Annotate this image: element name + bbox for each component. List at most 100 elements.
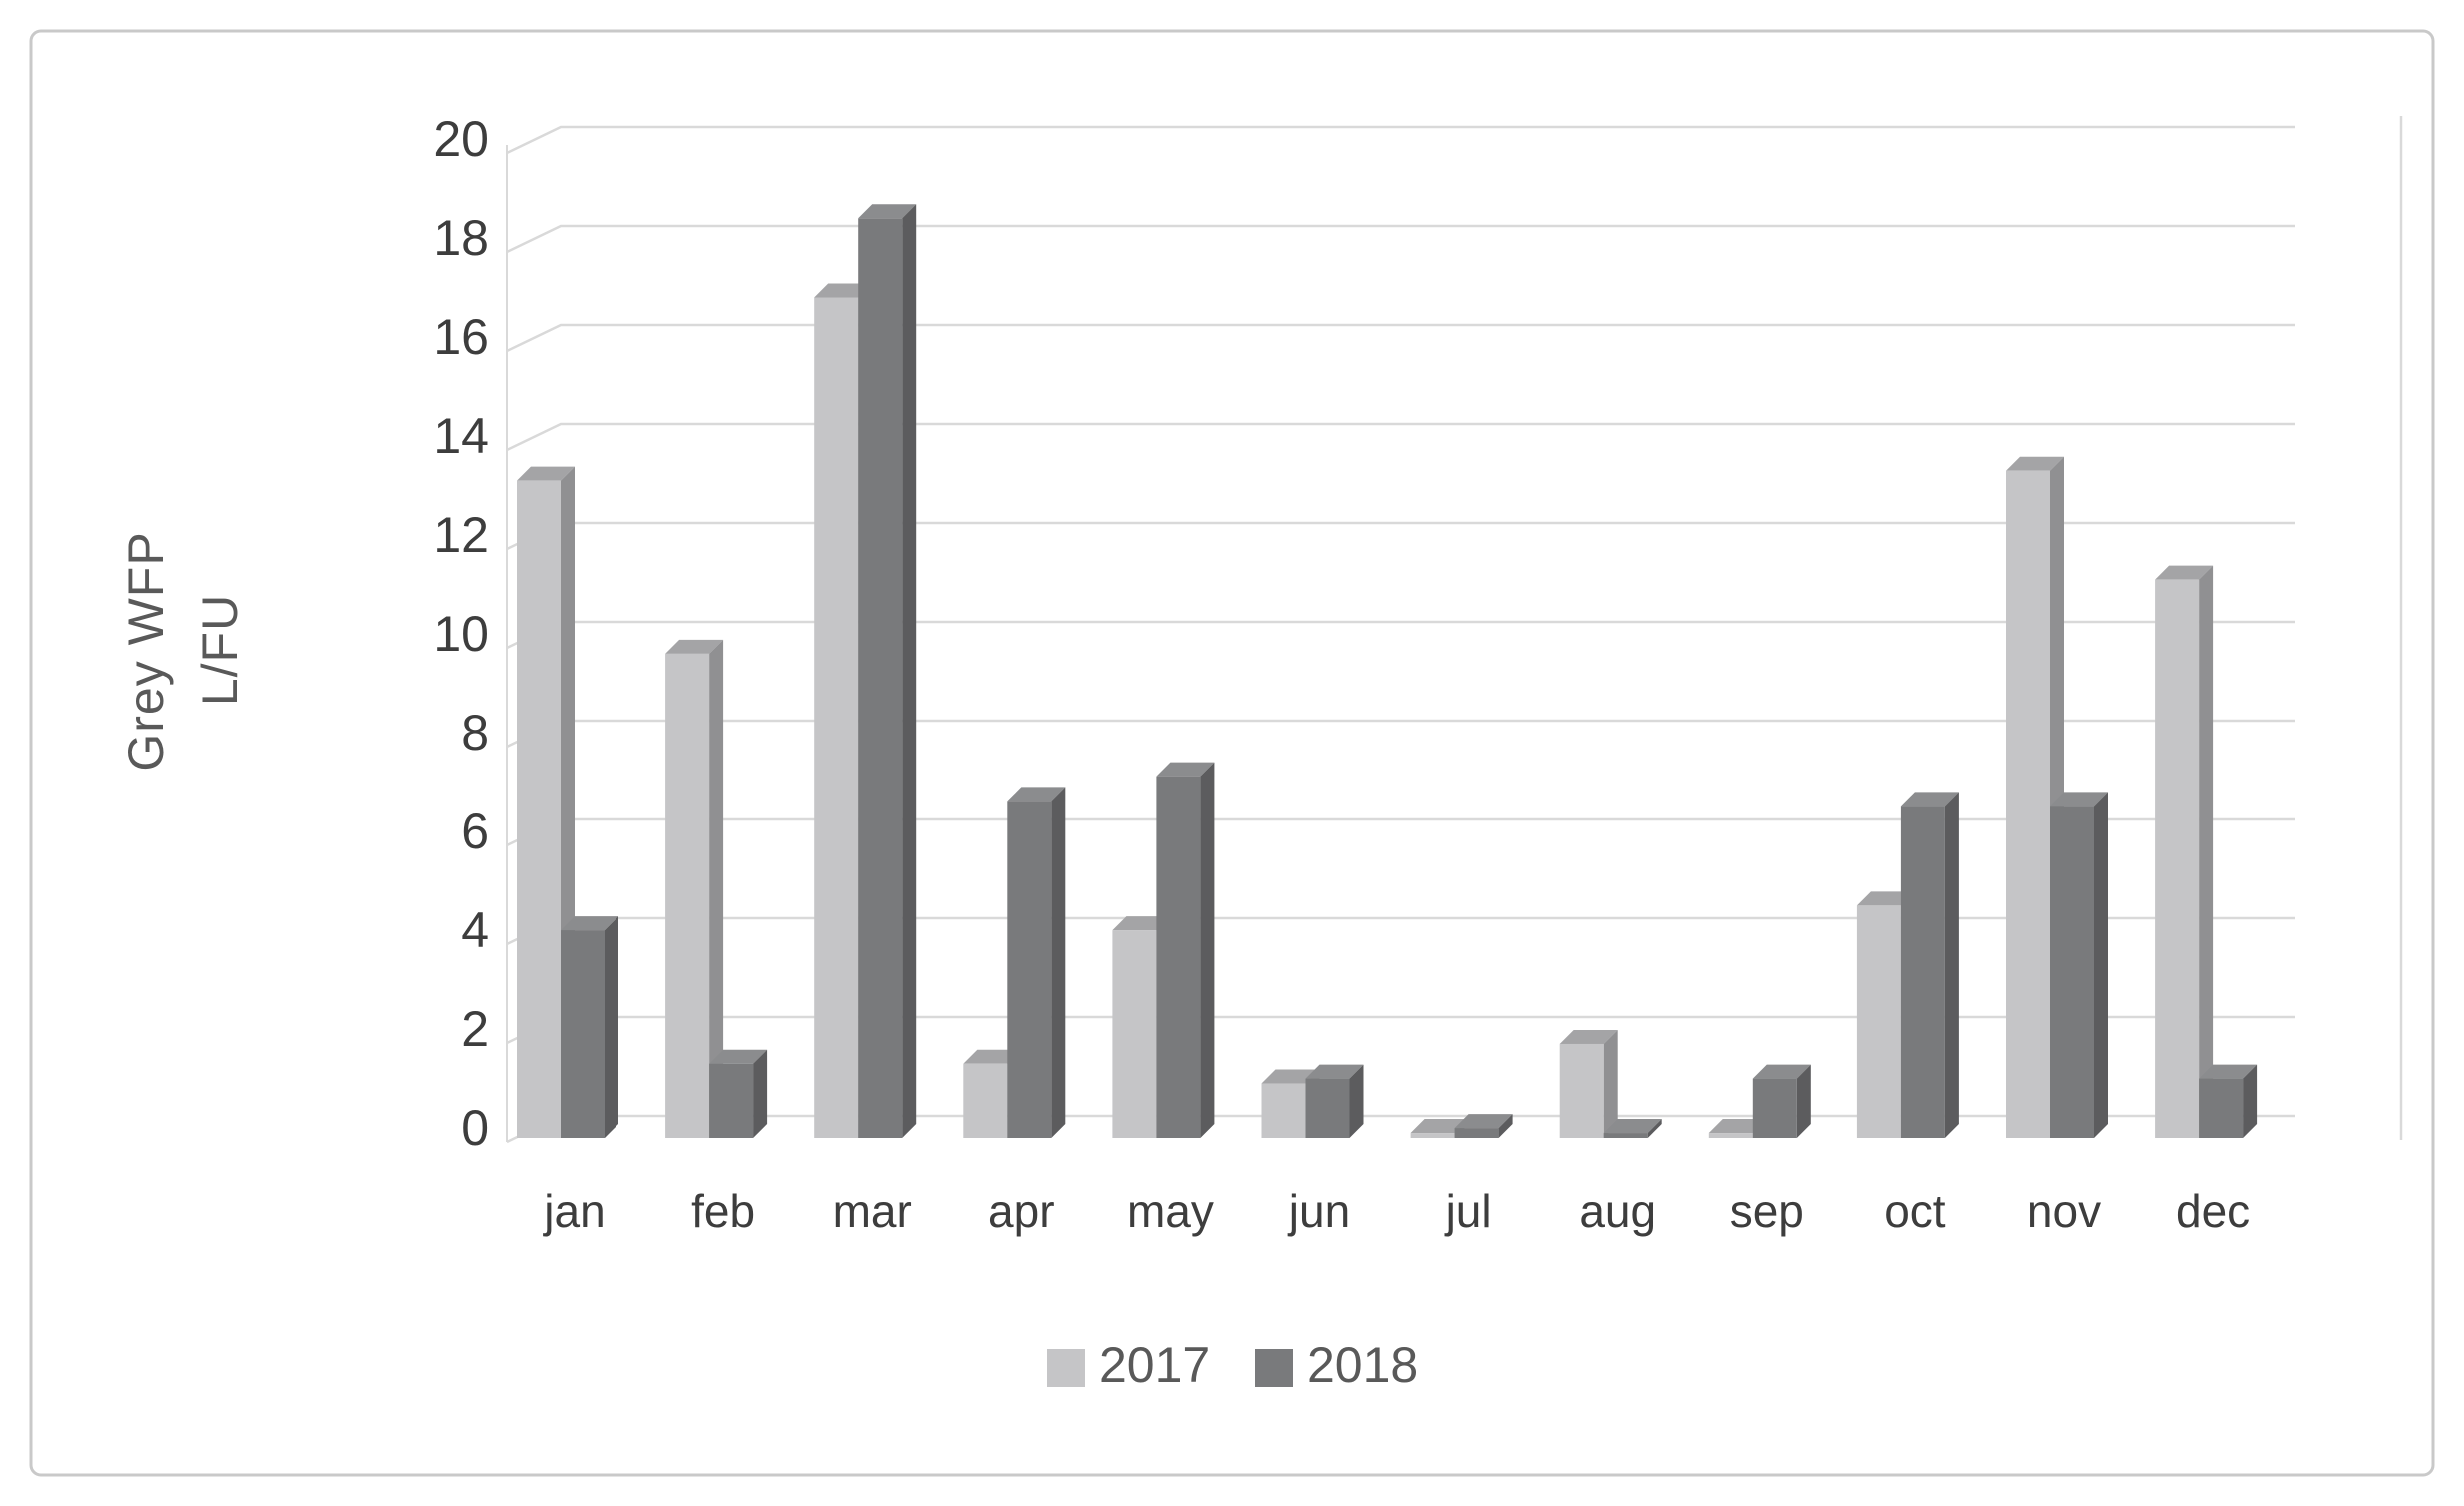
bar-front-2018-jun bbox=[1305, 1078, 1350, 1138]
x-axis-label-oct: oct bbox=[1884, 1185, 1946, 1237]
x-axis-label-mar: mar bbox=[833, 1185, 912, 1237]
bar-front-2018-oct bbox=[1900, 806, 1945, 1138]
bar-side-2017-feb bbox=[709, 639, 724, 1138]
bar-2018-feb bbox=[709, 1049, 768, 1138]
legend-swatch-2017 bbox=[1047, 1349, 1085, 1387]
gridline bbox=[506, 323, 2295, 353]
bar-side-2017-aug bbox=[1603, 1029, 1618, 1138]
bar-side-2018-sep bbox=[1796, 1064, 1811, 1138]
x-axis-label-sep: sep bbox=[1730, 1185, 1804, 1237]
bar-top-2018-apr bbox=[1007, 787, 1066, 802]
x-axis-label-jan: jan bbox=[542, 1185, 605, 1237]
bar-top-2017-feb bbox=[665, 639, 724, 654]
y-axis-tick-label: 12 bbox=[433, 507, 489, 563]
bar-side-2018-nov bbox=[2094, 792, 2108, 1138]
bar-front-2017-aug bbox=[1559, 1043, 1604, 1138]
bar-top-2018-oct bbox=[1900, 792, 1959, 807]
y-axis-tick-label: 6 bbox=[461, 803, 489, 859]
bar-top-2018-jan bbox=[561, 916, 618, 931]
y-axis-tick-label: 0 bbox=[461, 1100, 489, 1156]
gridline bbox=[506, 224, 2295, 254]
bar-2017-feb bbox=[665, 639, 724, 1138]
bar-side-2018-oct bbox=[1944, 792, 1959, 1138]
bar-top-2018-may bbox=[1156, 762, 1215, 777]
bar-front-2018-jan bbox=[561, 930, 605, 1138]
x-axis-label-jul: jul bbox=[1444, 1185, 1492, 1237]
bar-side-2017-dec bbox=[2199, 565, 2214, 1138]
legend-label-2018: 2018 bbox=[1307, 1337, 1418, 1393]
x-axis-label-dec: dec bbox=[2176, 1185, 2250, 1237]
x-axis-label-nov: nov bbox=[2027, 1185, 2101, 1237]
bar-2017-dec bbox=[2155, 565, 2214, 1138]
bar-side-2018-jan bbox=[605, 916, 618, 1138]
bar-2018-jan bbox=[561, 916, 618, 1138]
bar-side-2018-jun bbox=[1349, 1064, 1364, 1138]
y-axis-title-line2: L/FU bbox=[192, 594, 248, 706]
bar-top-2017-aug bbox=[1559, 1029, 1618, 1044]
bar-2018-sep bbox=[1752, 1064, 1811, 1138]
bar-2018-dec bbox=[2199, 1064, 2258, 1138]
bar-front-2018-nov bbox=[2050, 806, 2094, 1138]
bar-top-2018-dec bbox=[2199, 1064, 2258, 1079]
bar-top-2017-mar bbox=[814, 283, 873, 298]
bar-front-2018-may bbox=[1156, 776, 1201, 1138]
y-axis-tick-label: 4 bbox=[461, 902, 489, 958]
bar-top-2017-oct bbox=[1856, 891, 1915, 906]
gridline bbox=[506, 422, 2295, 452]
bar-top-2018-feb bbox=[709, 1049, 768, 1064]
bar-side-2018-jul bbox=[1498, 1114, 1513, 1138]
bar-front-2017-apr bbox=[963, 1063, 1008, 1138]
bar-front-2017-jun bbox=[1261, 1083, 1306, 1138]
bar-front-2018-apr bbox=[1007, 801, 1052, 1138]
bar-front-2017-dec bbox=[2155, 579, 2200, 1138]
bar-side-2018-mar bbox=[902, 204, 917, 1139]
bar-2018-jun bbox=[1305, 1064, 1364, 1138]
bar-top-2018-nov bbox=[2050, 792, 2108, 807]
bar-front-2017-jan bbox=[517, 480, 561, 1138]
bar-top-2017-apr bbox=[963, 1049, 1022, 1064]
y-axis-title-line1: Grey WFP bbox=[118, 531, 174, 771]
bar-front-2018-sep bbox=[1752, 1078, 1797, 1138]
bar-front-2017-may bbox=[1112, 930, 1157, 1138]
legend-swatch-2018 bbox=[1255, 1349, 1293, 1387]
x-axis-label-jun: jun bbox=[1287, 1185, 1350, 1237]
bar-2018-oct bbox=[1900, 792, 1959, 1138]
bar-side-2018-aug bbox=[1647, 1119, 1662, 1138]
bar-2018-aug bbox=[1603, 1119, 1662, 1138]
bar-2018-may bbox=[1156, 762, 1215, 1138]
bar-top-2018-aug bbox=[1603, 1119, 1662, 1134]
legend-label-2017: 2017 bbox=[1099, 1337, 1210, 1393]
x-axis-label-feb: feb bbox=[691, 1185, 755, 1237]
bar-side-2018-dec bbox=[2243, 1064, 2258, 1138]
bar-front-2017-jul bbox=[1410, 1133, 1455, 1138]
plot-area: 0 2 4 6 8 10 12 14 16 18 20 jan feb mar apr may jun jul au… bbox=[433, 111, 2403, 1237]
bar-front-2017-feb bbox=[665, 653, 710, 1138]
bar-front-2018-aug bbox=[1603, 1133, 1648, 1138]
bar-2018-apr bbox=[1007, 787, 1066, 1138]
bar-top-2017-dec bbox=[2155, 565, 2214, 580]
bar-top-2018-jun bbox=[1305, 1064, 1364, 1079]
bar-front-2018-mar bbox=[858, 218, 903, 1139]
x-axis-label-aug: aug bbox=[1579, 1185, 1656, 1237]
bar-top-2018-mar bbox=[858, 204, 917, 219]
bar-top-2018-sep bbox=[1752, 1064, 1811, 1079]
y-axis-tick-label: 14 bbox=[433, 408, 489, 464]
bar-2017-aug bbox=[1559, 1029, 1618, 1138]
legend: 2017 2018 bbox=[1047, 1337, 1418, 1393]
bar-side-2018-apr bbox=[1051, 787, 1066, 1138]
bar-front-2018-feb bbox=[709, 1063, 754, 1138]
bar-2018-mar bbox=[858, 204, 917, 1139]
y-axis-tick-label: 20 bbox=[433, 111, 489, 167]
bar-top-2017-nov bbox=[2006, 456, 2064, 471]
bar-top-2017-may bbox=[1112, 916, 1171, 931]
bar-2018-jul bbox=[1454, 1114, 1513, 1138]
y-axis-tick-label: 2 bbox=[461, 1001, 489, 1057]
y-axis-tick-label: 18 bbox=[433, 210, 489, 266]
bar-top-2018-jul bbox=[1454, 1114, 1513, 1129]
bar-top-2017-jan bbox=[517, 466, 575, 481]
y-axis-tick-label: 10 bbox=[433, 606, 489, 662]
x-axis-label-apr: apr bbox=[988, 1185, 1054, 1237]
x-axis-label-may: may bbox=[1127, 1185, 1214, 1237]
